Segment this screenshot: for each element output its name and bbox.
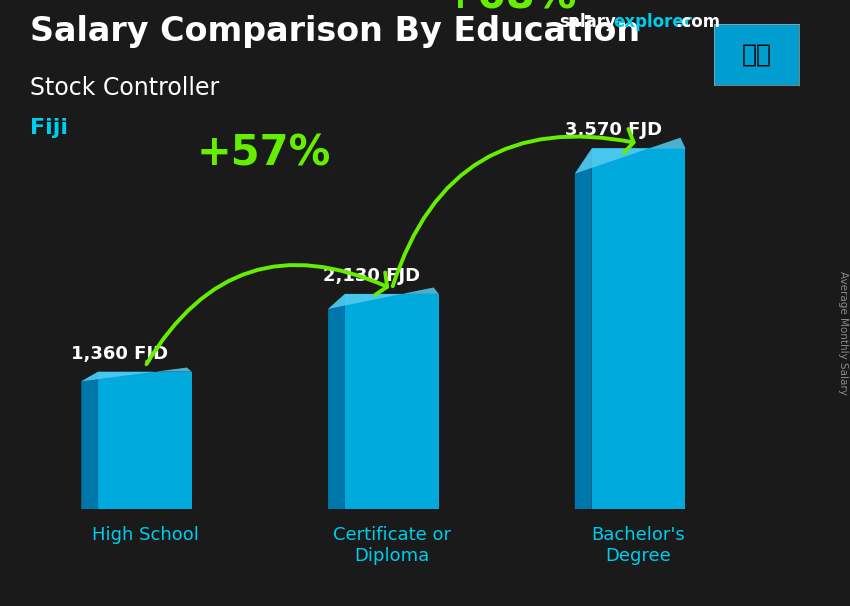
Text: +57%: +57%: [196, 133, 331, 175]
Polygon shape: [575, 148, 592, 509]
Polygon shape: [575, 138, 685, 174]
Text: 2,130 FJD: 2,130 FJD: [323, 267, 420, 285]
Bar: [345, 294, 439, 509]
Text: 🇫🇯: 🇫🇯: [741, 42, 772, 67]
Text: Average Monthly Salary: Average Monthly Salary: [838, 271, 848, 395]
Text: +68%: +68%: [443, 0, 577, 18]
Text: .com: .com: [675, 13, 720, 32]
Text: salary: salary: [559, 13, 616, 32]
Text: Stock Controller: Stock Controller: [30, 76, 219, 100]
Bar: [592, 148, 685, 509]
Polygon shape: [82, 371, 98, 509]
Polygon shape: [328, 294, 345, 509]
Text: Salary Comparison By Education: Salary Comparison By Education: [30, 15, 640, 48]
Polygon shape: [82, 368, 192, 381]
Text: 1,360 FJD: 1,360 FJD: [71, 345, 168, 362]
Text: explorer: explorer: [613, 13, 692, 32]
Text: Fiji: Fiji: [30, 118, 68, 138]
Bar: [98, 371, 192, 509]
Text: 3,570 FJD: 3,570 FJD: [564, 121, 661, 139]
Polygon shape: [328, 287, 439, 309]
